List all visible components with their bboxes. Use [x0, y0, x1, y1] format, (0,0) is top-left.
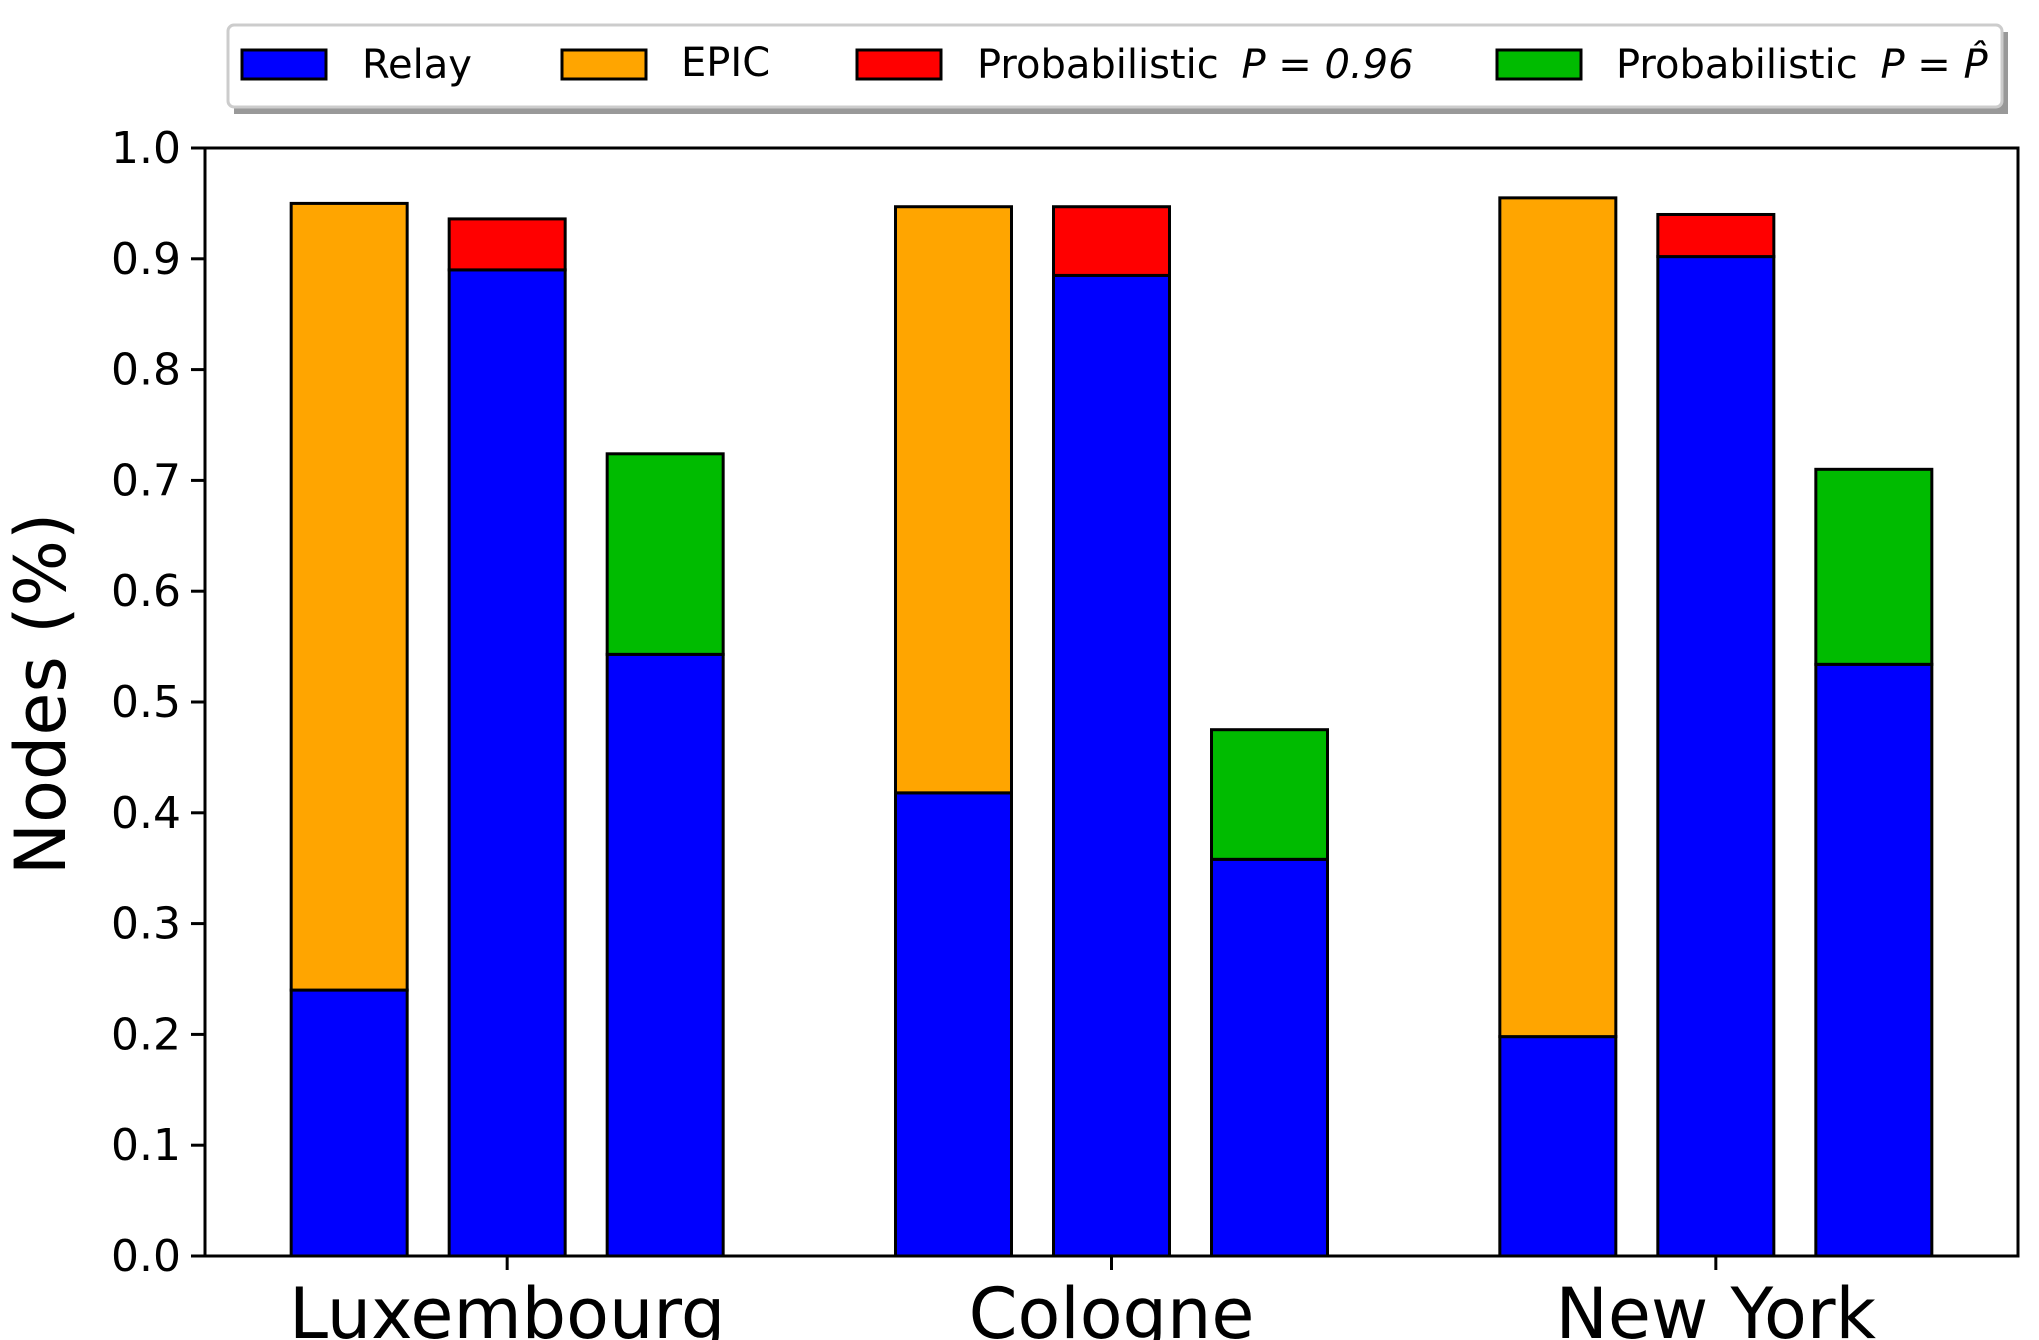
- bar-segment-epic: [289, 201, 409, 992]
- x-tick-label: New York: [1556, 1273, 1877, 1340]
- legend-swatch-probabilistic-096: [855, 48, 943, 81]
- bar-segment-prob096: [1052, 205, 1171, 277]
- legend-math-p-phat: P = P̂: [1880, 40, 1988, 88]
- legend-swatch-epic: [560, 48, 648, 81]
- y-axis-ticks: 0.0 0.1 0.2 0.3 0.4 0.5 0.6 0.7 0.8 0.9 1.0: [111, 123, 205, 1282]
- bar-segment-epic: [894, 205, 1013, 795]
- legend-label-relay: Relay: [362, 42, 472, 88]
- bar-segment-probhat: [1210, 728, 1329, 861]
- legend-label-epic: EPIC: [681, 40, 770, 86]
- legend-swatch-probabilistic-phat: [1495, 48, 1583, 81]
- y-tick-label: 0.0: [111, 1231, 181, 1282]
- y-tick-label: 0.9: [111, 234, 181, 285]
- bar-segment-prob096: [1656, 212, 1776, 259]
- y-tick-label: 0.8: [111, 345, 181, 396]
- y-tick-label: 0.1: [111, 1120, 181, 1171]
- bar-segment-probhat: [605, 452, 725, 656]
- legend-math-p-096: P = 0.96: [1241, 42, 1413, 88]
- bars-group: [289, 196, 1934, 1258]
- bar-segment-relay: [605, 652, 725, 1258]
- bar-segment-probhat: [1814, 467, 1934, 666]
- legend-label-probabilistic-phat: Probabilistic P = P̂: [1616, 40, 1989, 88]
- y-tick-label: 0.6: [111, 566, 181, 617]
- bar-segment-relay: [1052, 273, 1171, 1258]
- x-tick-label: Cologne: [969, 1273, 1255, 1340]
- bar-segment-relay: [1656, 255, 1776, 1258]
- bar-segment-relay: [1210, 857, 1329, 1258]
- legend: Relay EPIC Probabilistic P = 0.96 Probab…: [226, 23, 2008, 114]
- legend-swatch-relay: [240, 48, 328, 81]
- legend-frame: [226, 23, 2004, 109]
- y-tick-label: 0.3: [111, 899, 181, 950]
- x-tick-label: Luxembourg: [289, 1273, 725, 1340]
- legend-label-probabilistic-096: Probabilistic P = 0.96: [977, 42, 1414, 88]
- bar-segment-relay: [1498, 1035, 1618, 1258]
- plot-frame: [203, 146, 2020, 1258]
- bar-segment-prob096: [447, 217, 567, 272]
- bar-segment-relay: [289, 988, 409, 1258]
- x-axis-ticks: Luxembourg Cologne New York: [289, 1256, 1877, 1340]
- y-tick-label: 0.7: [111, 455, 181, 506]
- y-tick-label: 0.5: [111, 677, 181, 728]
- y-axis-label: Nodes (%): [0, 513, 82, 876]
- bar-segment-relay: [447, 268, 567, 1258]
- y-tick-label: 0.2: [111, 1009, 181, 1060]
- bar-segment-relay: [894, 791, 1013, 1258]
- bar-segment-relay: [1814, 662, 1934, 1258]
- y-tick-label: 1.0: [111, 123, 181, 174]
- y-tick-label: 0.4: [111, 788, 181, 839]
- bar-segment-epic: [1498, 196, 1618, 1039]
